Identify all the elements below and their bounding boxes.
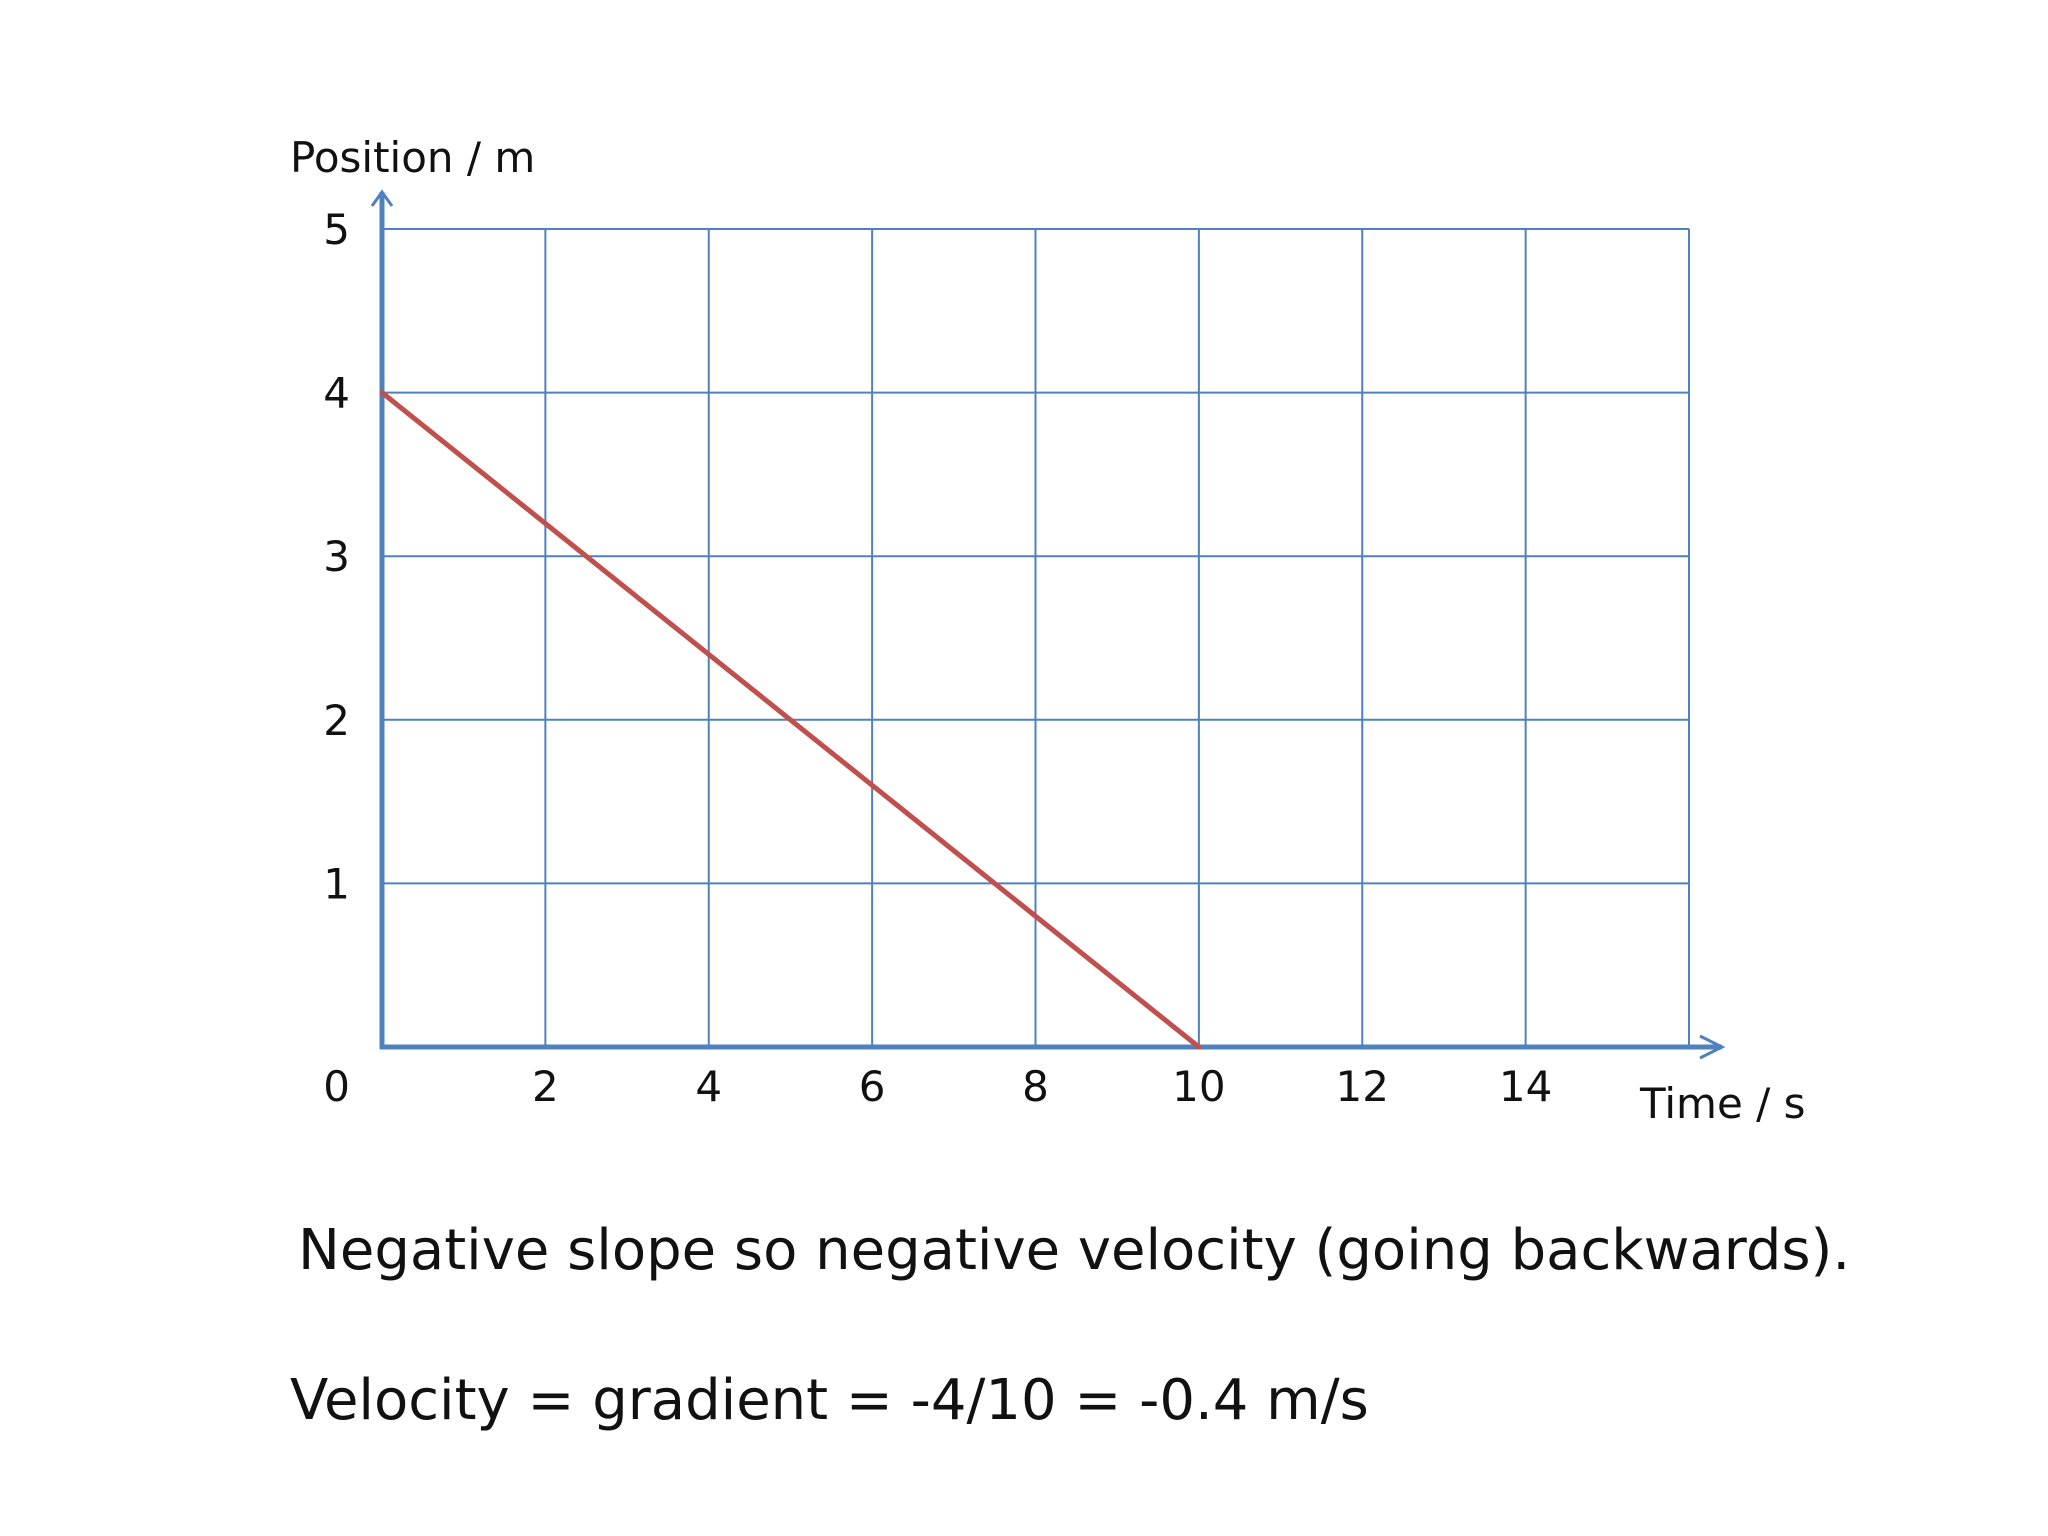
y-tick-label: 3 [323, 532, 350, 581]
y-tick-label: 4 [323, 369, 350, 418]
y-tick-label: 5 [323, 205, 350, 254]
origin-tick-label: 0 [323, 1062, 350, 1111]
caption-negative-slope: Negative slope so negative velocity (goi… [298, 1218, 1851, 1283]
x-tick-label: 6 [859, 1062, 886, 1111]
x-tick-label: 4 [695, 1062, 722, 1111]
x-axis-arrowhead [1699, 1034, 1726, 1060]
series [379, 390, 1202, 1050]
x-tick-label: 2 [532, 1062, 559, 1111]
x-tick-label: 14 [1499, 1062, 1552, 1111]
series-line [379, 390, 1202, 1050]
y-axis-title: Position / m [290, 133, 535, 182]
y-axis-arrowhead [370, 189, 394, 207]
x-tick-label: 8 [1022, 1062, 1049, 1111]
x-axis-title: Time / s [1639, 1079, 1806, 1128]
x-tick-label: 12 [1336, 1062, 1389, 1111]
grid [382, 228, 1690, 1047]
y-tick-label: 1 [323, 859, 350, 908]
y-tick-label: 2 [323, 696, 350, 745]
axes [370, 189, 1726, 1060]
caption-velocity-formula: Velocity = gradient = -4/10 = -0.4 m/s [290, 1368, 1369, 1433]
x-tick-label: 10 [1172, 1062, 1225, 1111]
